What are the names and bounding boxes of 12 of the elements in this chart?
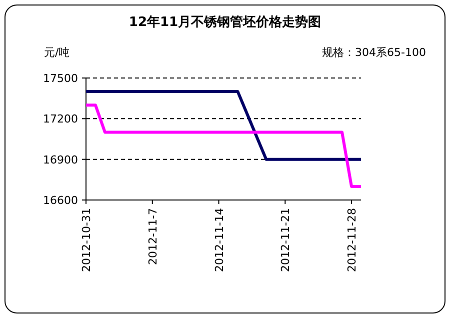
y-tick-label: 16900 <box>43 153 78 166</box>
y-tick-label: 17500 <box>43 72 78 85</box>
y-tick-label: 17200 <box>43 112 78 126</box>
chart-title: 12年11月不锈钢管坯价格走势图 <box>128 14 322 30</box>
text: 规格：304系65-100 <box>322 46 426 59</box>
y-tick-label: 16600 <box>43 194 78 207</box>
y-axis-title: 元/吨 <box>44 46 70 59</box>
x-tick-label: 2012-11-7 <box>146 208 160 265</box>
x-tick-label: 2012-11-14 <box>212 208 226 272</box>
x-tick-label: 2012-11-21 <box>279 208 292 272</box>
x-tick-label: 2012-11-28 <box>346 208 359 272</box>
x-tick-label: 2012-10-31 <box>80 208 93 272</box>
